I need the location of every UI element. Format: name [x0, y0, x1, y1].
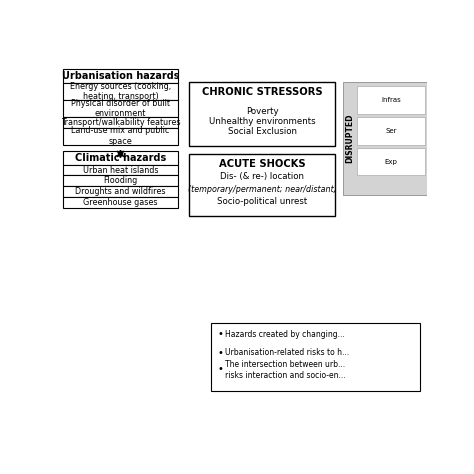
Bar	[343, 82, 427, 195]
Bar	[63, 100, 178, 117]
Bar	[63, 175, 178, 186]
Text: risks interaction and socio-en...: risks interaction and socio-en...	[225, 371, 346, 380]
Text: Dis- (& re-) location: Dis- (& re-) location	[220, 173, 304, 182]
Text: •: •	[218, 329, 223, 339]
Text: Climatic hazards: Climatic hazards	[75, 153, 166, 163]
Text: (temporary/permanent; near/distant): (temporary/permanent; near/distant)	[188, 185, 337, 194]
Text: Urban heat islands: Urban heat islands	[83, 165, 158, 174]
Bar	[63, 128, 178, 145]
Bar	[63, 83, 178, 100]
Text: Droughts and wildfires: Droughts and wildfires	[75, 187, 166, 196]
Text: DISRUPTED: DISRUPTED	[346, 114, 355, 163]
Text: Transport/walkability features: Transport/walkability features	[61, 118, 180, 127]
Text: Poverty
Unhealthy environments
Social Exclusion: Poverty Unhealthy environments Social Ex…	[209, 107, 316, 137]
Bar	[357, 86, 425, 114]
Text: Exp: Exp	[384, 159, 397, 164]
Text: Flooding: Flooding	[103, 176, 137, 185]
Bar	[63, 186, 178, 197]
Text: ACUTE SHOCKS: ACUTE SHOCKS	[219, 159, 306, 169]
Bar	[211, 323, 420, 391]
Text: Urbanisation-related risks to h...: Urbanisation-related risks to h...	[225, 348, 349, 357]
Bar	[63, 151, 178, 164]
Text: Infras: Infras	[381, 97, 401, 103]
Text: Ser: Ser	[385, 128, 397, 134]
Text: Hazards created by changing...: Hazards created by changing...	[225, 329, 345, 338]
Text: The intersection between urb...: The intersection between urb...	[225, 360, 345, 369]
Bar	[63, 69, 178, 83]
Bar	[357, 117, 425, 145]
Bar	[63, 197, 178, 208]
Bar	[190, 154, 335, 216]
Text: •: •	[218, 365, 223, 374]
Text: Greenhouse gases: Greenhouse gases	[83, 198, 158, 207]
Text: CHRONIC STRESSORS: CHRONIC STRESSORS	[202, 87, 323, 97]
Text: Energy sources (cooking,
heating, transport): Energy sources (cooking, heating, transp…	[70, 82, 171, 101]
Text: Physical disorder of built
environment: Physical disorder of built environment	[71, 99, 170, 118]
Bar	[63, 164, 178, 175]
Text: •: •	[218, 347, 223, 357]
Bar	[63, 117, 178, 128]
Text: Socio-political unrest: Socio-political unrest	[217, 197, 308, 206]
Text: Land-use mix and public
space: Land-use mix and public space	[71, 127, 170, 146]
Bar	[190, 82, 335, 146]
Text: Urbanisation hazards: Urbanisation hazards	[62, 71, 179, 81]
Bar	[357, 148, 425, 175]
